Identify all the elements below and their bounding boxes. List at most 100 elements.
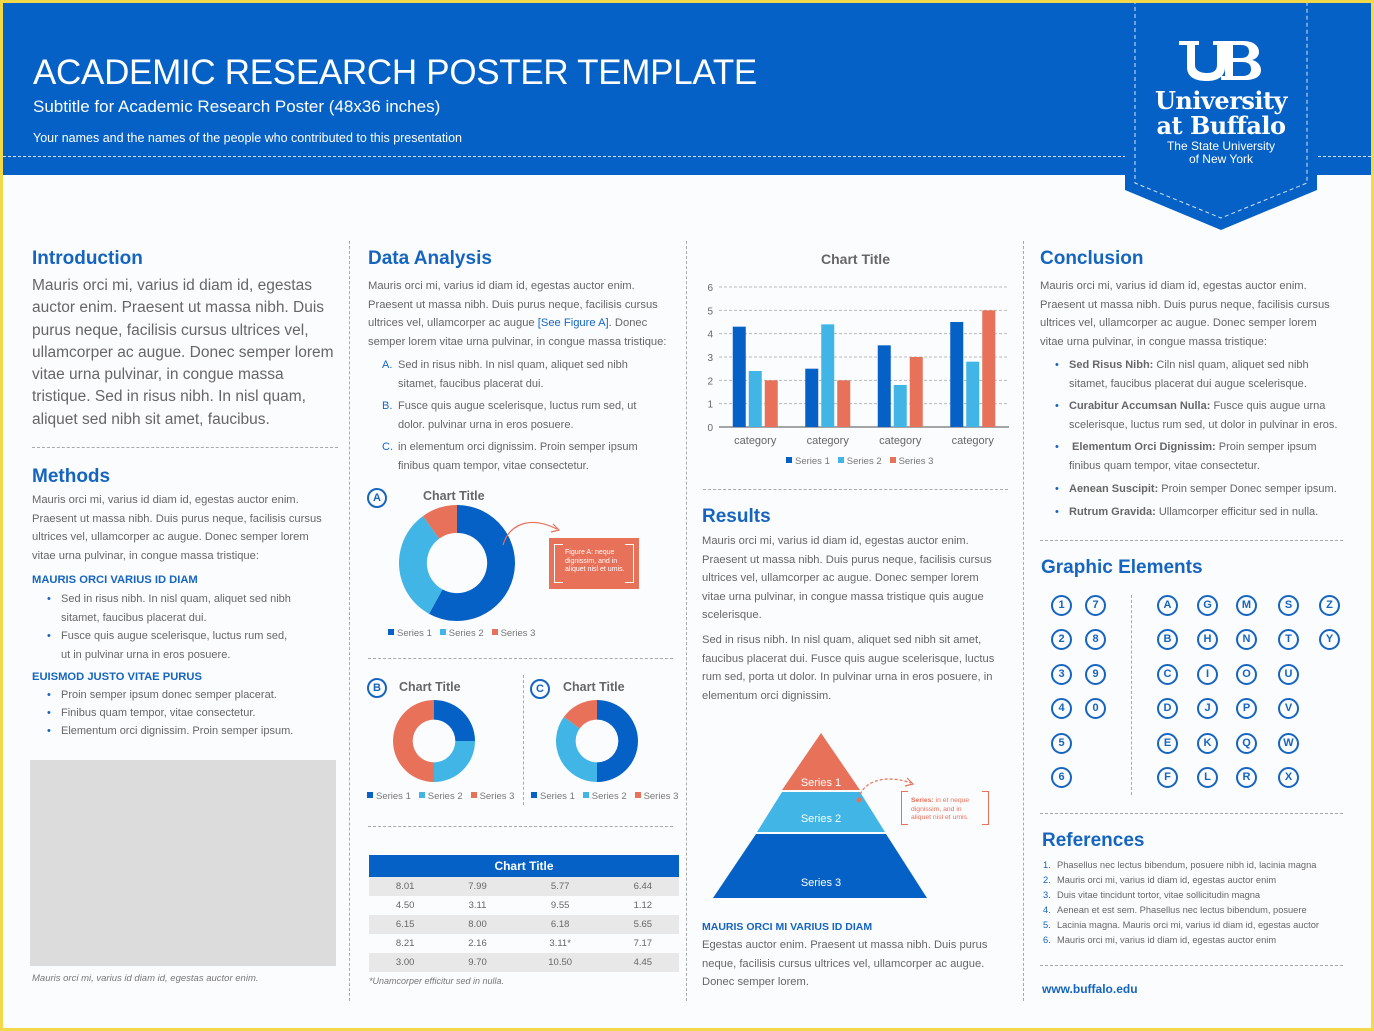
section-divider <box>368 826 673 827</box>
list-item: Sed in risus nibh. In nisl quam, aliquet… <box>47 590 291 627</box>
list-item: B. Fusce quis augue scelerisque, luctus r… <box>382 400 637 431</box>
ub-logo-mark <box>1179 41 1261 81</box>
legend-series-3: Series 3 <box>470 791 514 802</box>
introduction-heading: Introduction <box>32 248 143 269</box>
section-divider <box>703 489 1008 490</box>
results-text-1: Mauris orci mi, varius id diam id, egest… <box>702 535 992 621</box>
x-tick-label: category <box>807 435 850 447</box>
figure-b-label: B <box>367 678 387 698</box>
section-divider <box>32 447 338 448</box>
list-item: Sed Risus Nibh: Ciln nisl quam, aliquet … <box>1055 356 1309 393</box>
list-item: Elementum orci dignissim. Proin semper i… <box>47 722 293 741</box>
number-circle-7: 7 <box>1085 595 1106 616</box>
reference-item: 6. Mauris orci mi, varius id diam id, ege… <box>1043 935 1277 945</box>
list-item: Rutrum Gravida: Ullamcorper efficitur se… <box>1055 503 1318 522</box>
legend-series-3: Series 3 <box>491 628 535 639</box>
bar-chart: 0 1 2 3 4 5 6 category category category category <box>707 283 1009 447</box>
bar-3-series-1 <box>877 345 891 427</box>
table-title: Chart Title <box>369 855 679 877</box>
letter-circle-F: F <box>1157 767 1178 788</box>
number-circle-9: 9 <box>1085 664 1106 685</box>
bar-3-series-2 <box>893 385 907 427</box>
letter-circle-E: E <box>1157 733 1178 754</box>
donut-slice-1 <box>434 700 475 741</box>
column-divider-1 <box>349 241 350 1001</box>
donut-slice-3 <box>563 700 597 729</box>
donut-slice-3 <box>393 700 434 782</box>
bar-2-series-3 <box>837 380 851 427</box>
donut-b-title: Chart Title <box>399 680 461 694</box>
letter-circle-J: J <box>1197 698 1218 719</box>
list-item: Fusce quis augue scelerisque, luctus rum… <box>47 627 287 664</box>
list-item: Finibus quam tempor, vitae consectetur. <box>47 704 255 723</box>
x-tick-label: category <box>879 435 922 447</box>
results-subheading: MAURIS ORCI MI VARIUS ID DIAM <box>702 921 873 933</box>
methods-subheading-2: EUISMOD JUSTO VITAE PURUS <box>32 671 202 683</box>
bar-1-series-2 <box>748 371 762 427</box>
reference-item: 5. Lacinia magna. Mauris orci mi, varius … <box>1043 920 1319 930</box>
methods-heading: Methods <box>32 466 111 487</box>
pyramid-label-3: Series 3 <box>801 877 841 889</box>
bar-4-series-1 <box>950 322 964 427</box>
section-divider <box>368 658 673 659</box>
pyramid-level-1 <box>782 733 860 790</box>
letter-circle-B: B <box>1157 629 1178 650</box>
y-tick-label: 1 <box>707 400 713 411</box>
data-table: Chart Title 8.01 7.99 5.77 6.44 4.50 3.11 9.5… <box>369 855 679 972</box>
letter-circle-C: C <box>1157 664 1178 685</box>
x-tick-label: category <box>734 435 777 447</box>
table-note: *Unamcorper efficitur sed in nulla. <box>369 976 505 986</box>
poster-title: ACADEMIC RESEARCH POSTER TEMPLATE <box>33 53 757 92</box>
table-row: 8.21 2.16 3.11* 7.17 <box>395 938 653 949</box>
letter-circle-R: R <box>1236 767 1257 788</box>
legend-series-1: Series 1 <box>367 791 411 802</box>
list-item: Proin semper ipsum donec semper placerat… <box>47 686 277 705</box>
letter-circle-L: L <box>1197 767 1218 788</box>
table-row: 6.15 8.00 6.18 5.65 <box>369 915 679 934</box>
number-circle-6: 6 <box>1051 767 1072 788</box>
pyramid-callout-arrow <box>856 777 915 803</box>
donut-c-legend: Series 1 Series 2 Series 3 <box>531 791 678 802</box>
letter-circle-Q: Q <box>1236 733 1257 754</box>
letter-circle-Y: Y <box>1319 629 1340 650</box>
bar-3-series-3 <box>909 357 923 427</box>
reference-item: 1. Phasellus nec lectus bibendum, posuere… <box>1043 860 1317 870</box>
results-text-2: Sed in risus nibh. In nisl quam, aliquet… <box>702 634 995 702</box>
letter-circle-X: X <box>1278 767 1299 788</box>
letter-circle-S: S <box>1278 595 1299 616</box>
donut-slice-2 <box>434 741 475 782</box>
donut-slice-1 <box>597 700 638 782</box>
website-link[interactable]: www.buffalo.edu <box>1042 982 1138 996</box>
methods-text: Mauris orci mi, varius id diam id, egest… <box>32 494 322 562</box>
list-item: A. Sed in risus nibh. In nisl quam, aliqu… <box>382 359 628 390</box>
figure-a-link[interactable]: [See Figure A] <box>537 317 609 329</box>
donut-a-legend: Series 1 Series 2 Series 3 <box>388 628 535 639</box>
reference-item: 3. Duis vitae tincidunt tortor, vitae sol… <box>1043 890 1261 900</box>
legend-series-1: Series 1 <box>388 628 432 639</box>
pyramid-label-1: Series 1 <box>801 777 841 789</box>
column-divider-3 <box>1023 241 1024 1001</box>
letter-circle-N: N <box>1236 629 1257 650</box>
logo-university: University <box>1154 86 1288 115</box>
figure-c-label: C <box>530 679 550 699</box>
graphic-divider <box>1131 595 1132 795</box>
donut-b-legend: Series 1 Series 2 Series 3 <box>367 791 514 802</box>
number-circle-2: 2 <box>1051 629 1072 650</box>
logo-state-university: The State University <box>1166 139 1276 153</box>
figure-divider <box>523 675 524 805</box>
callout-arrow <box>502 521 561 546</box>
methods-subheading-1: MAURIS ORCI VARIUS ID DIAM <box>32 574 198 586</box>
y-tick-label: 5 <box>707 306 713 317</box>
letter-circle-G: G <box>1197 595 1218 616</box>
donut-slice-3 <box>422 505 457 539</box>
y-tick-label: 4 <box>707 330 713 341</box>
letter-circle-K: K <box>1197 733 1218 754</box>
pyramid-callout: Series: in et neque dignissim, and in aliq… <box>901 791 989 827</box>
university-badge <box>1125 3 1317 230</box>
bar-1-series-3 <box>764 380 778 427</box>
data-analysis-heading: Data Analysis <box>368 248 492 269</box>
letter-circle-P: P <box>1236 698 1257 719</box>
x-tick-label: category <box>952 435 995 447</box>
y-tick-label: 3 <box>707 353 713 364</box>
letter-circle-T: T <box>1278 629 1299 650</box>
